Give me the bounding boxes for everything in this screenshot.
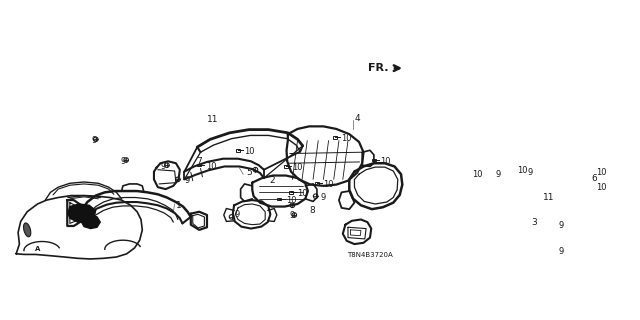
- Text: 3: 3: [532, 218, 538, 227]
- Text: 10: 10: [292, 163, 303, 172]
- Text: 10: 10: [342, 134, 352, 143]
- Text: 4: 4: [355, 114, 360, 123]
- Text: T8N4B3720A: T8N4B3720A: [348, 252, 393, 258]
- Text: 10: 10: [518, 166, 528, 175]
- Ellipse shape: [24, 223, 31, 237]
- Text: 5: 5: [246, 168, 252, 177]
- Text: 10: 10: [596, 183, 607, 192]
- Text: 10: 10: [323, 180, 334, 189]
- Text: 10: 10: [380, 157, 391, 166]
- Text: 9: 9: [559, 247, 564, 256]
- Text: 10: 10: [596, 168, 607, 177]
- Text: 10: 10: [244, 147, 255, 156]
- Text: 2: 2: [269, 176, 275, 185]
- Text: 9: 9: [235, 210, 240, 219]
- Text: 9: 9: [290, 211, 295, 220]
- Text: FR.: FR.: [367, 63, 388, 73]
- Text: 9: 9: [559, 221, 564, 230]
- Polygon shape: [68, 204, 96, 222]
- Text: 9: 9: [495, 170, 500, 179]
- Text: 11: 11: [543, 193, 555, 202]
- Text: 9: 9: [185, 176, 190, 185]
- Text: 10: 10: [472, 170, 483, 179]
- Text: 10: 10: [298, 189, 308, 198]
- Text: 9: 9: [528, 168, 533, 177]
- Text: 10: 10: [205, 162, 216, 171]
- Text: 6: 6: [591, 174, 597, 183]
- Text: 9: 9: [321, 193, 326, 202]
- Text: 7: 7: [196, 157, 202, 166]
- Text: 10: 10: [286, 196, 296, 204]
- Text: 9: 9: [161, 162, 166, 171]
- Text: 8: 8: [309, 206, 315, 215]
- Text: 9: 9: [92, 136, 97, 145]
- Text: A: A: [35, 246, 40, 252]
- Text: 11: 11: [207, 116, 218, 124]
- Text: 1: 1: [176, 201, 182, 210]
- Text: 9: 9: [120, 157, 125, 166]
- Polygon shape: [81, 215, 100, 228]
